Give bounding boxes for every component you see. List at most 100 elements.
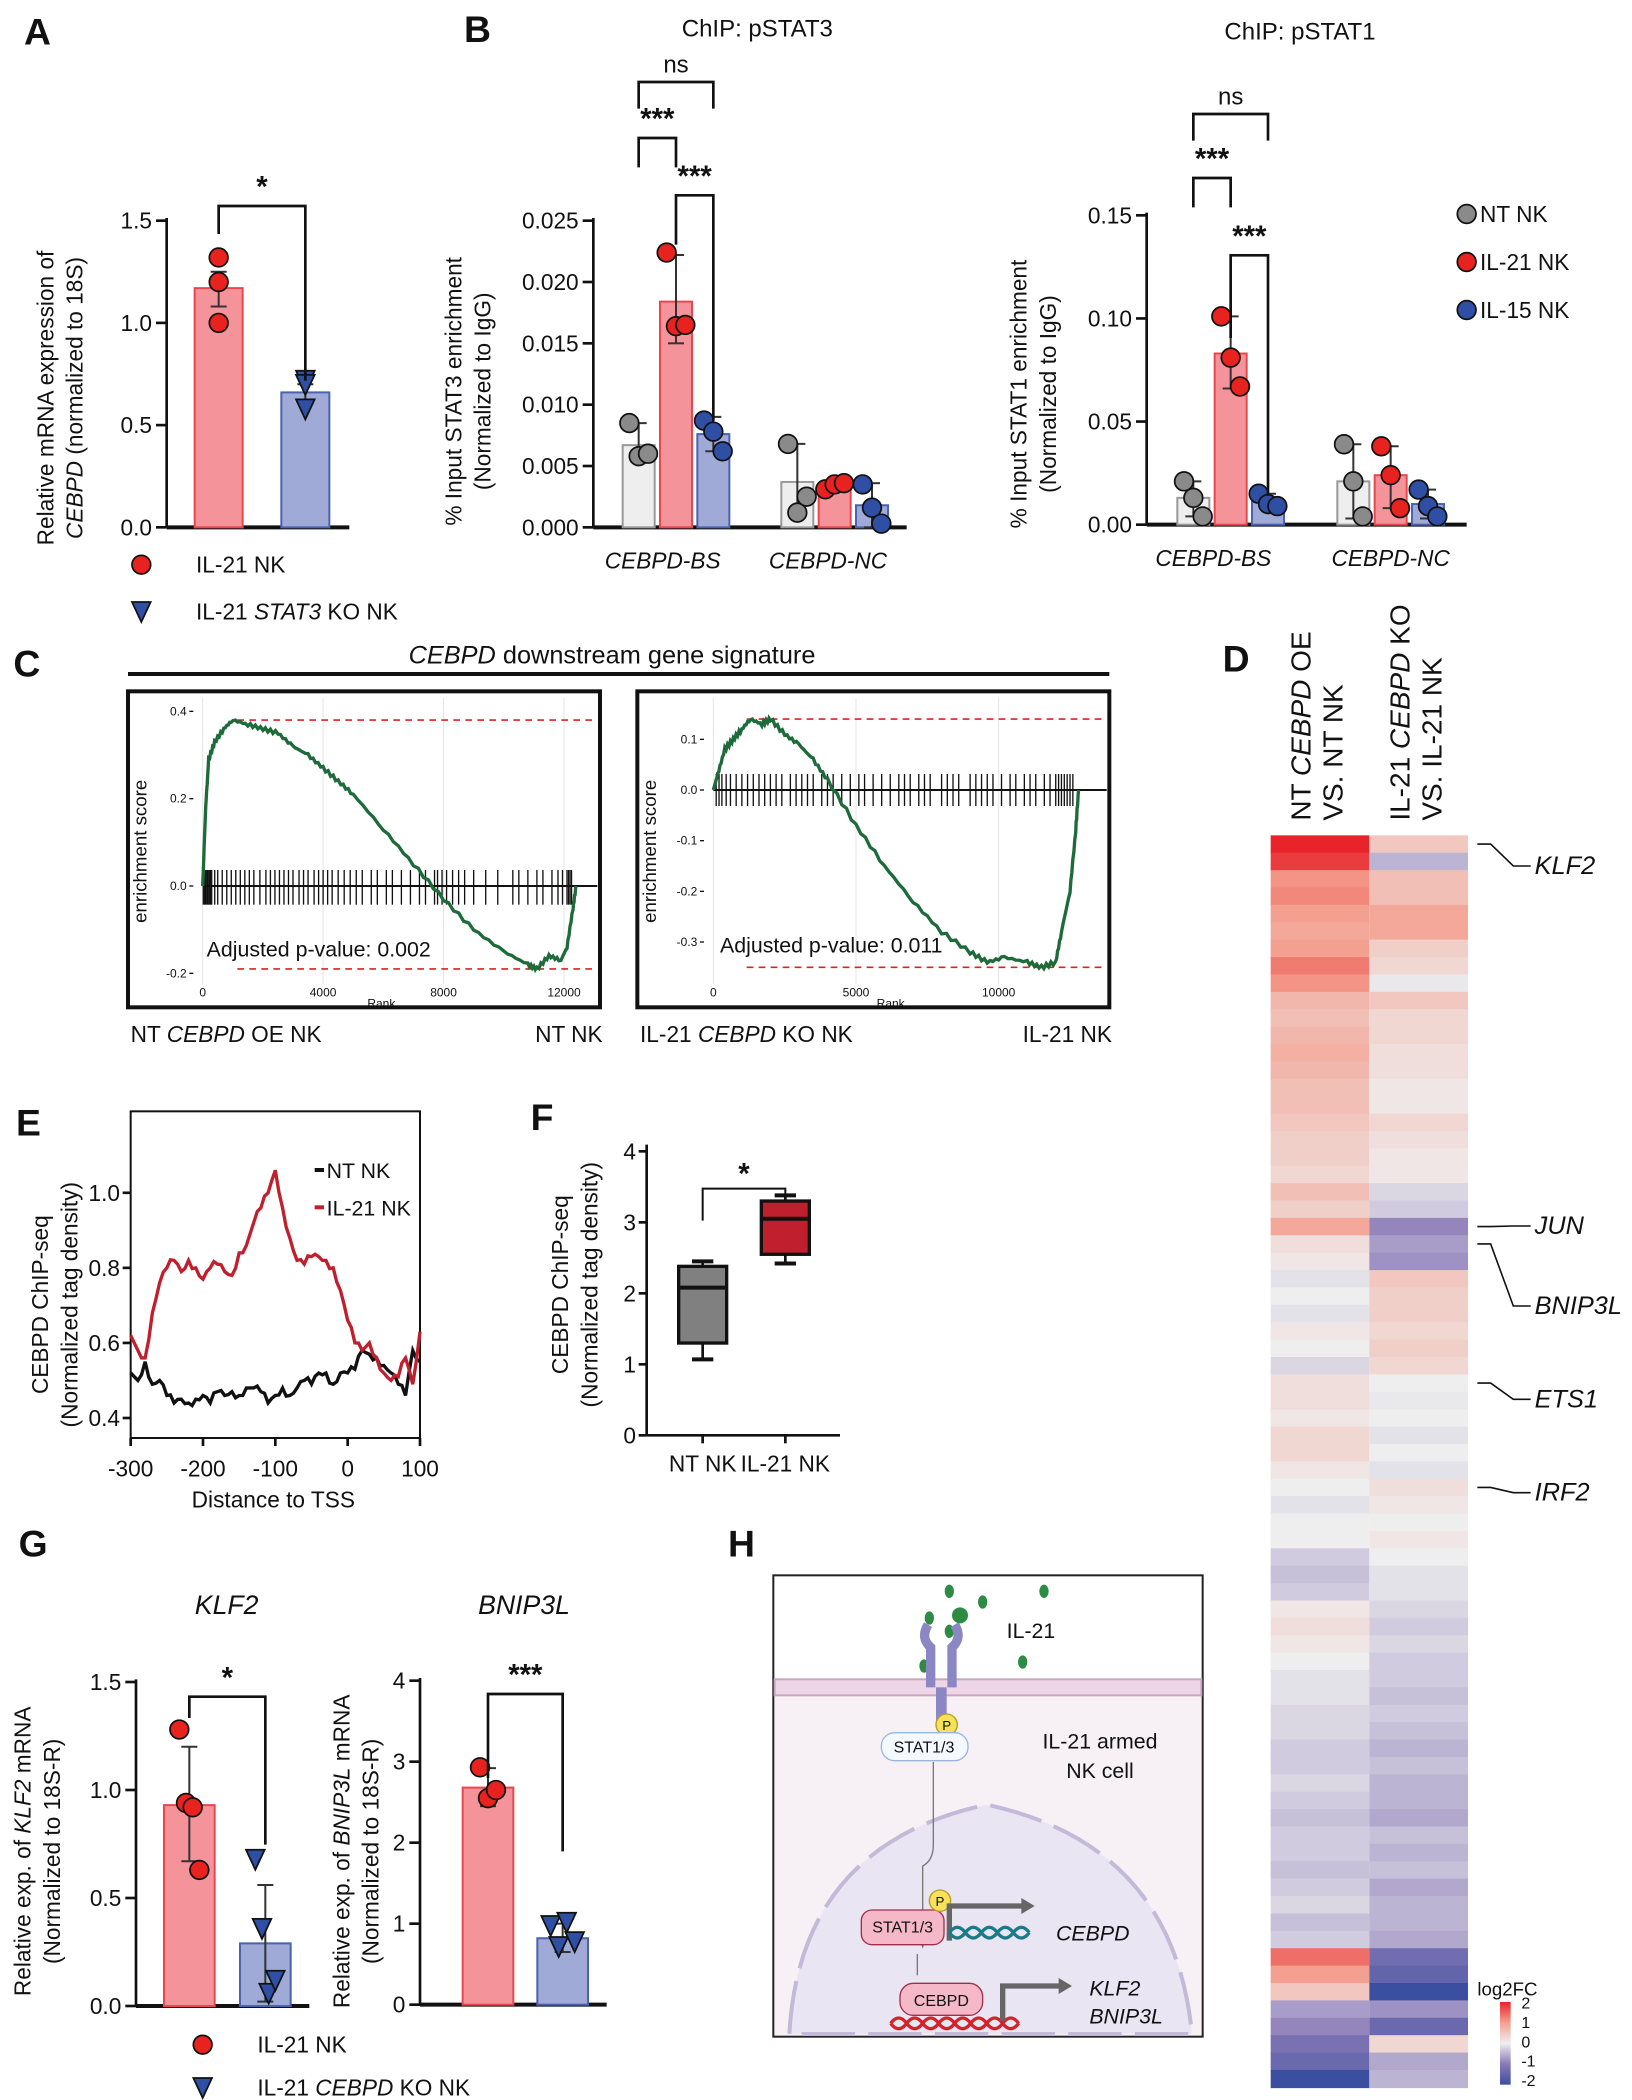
y-tick-label: 0.05 [1088,409,1132,435]
heatmap-cell [1369,1044,1468,1063]
y-axis-label-part: (Normalized to 18S-R) [358,1739,384,1964]
stat-label: STAT1/3 [894,1740,955,1757]
y-axis-label-part: (Normalized to IgG) [470,292,496,490]
data-point [777,433,799,455]
gene-label: JUN [1534,1212,1585,1240]
heatmap-cell [1270,1183,1370,1202]
data-point [1352,506,1373,527]
y-axis-label: (Normalized tag density) [56,1182,82,1428]
heatmap-cell [1369,1774,1468,1793]
heatmap-cell [1270,1374,1370,1393]
heatmap-cell [1369,1878,1468,1897]
y-tick-label: 1.5 [90,1669,122,1695]
x-tick-label: -100 [253,1456,298,1482]
significance-bracket [188,1695,267,1845]
heatmap-cell [1270,1044,1370,1063]
heatmap-cell [1270,1635,1370,1654]
legend-label: IL-21 STAT3 KO NK [196,598,398,624]
heatmap-cell [1369,1756,1468,1776]
heatmap-column-header-part: VS. NT NK [1318,684,1349,821]
data-point [1192,506,1213,527]
arrow-head [1058,1978,1072,1994]
y-axis-label-part: mRNA [10,1706,36,1780]
y-tick-label: 4 [623,1138,636,1164]
heatmap-cell [1369,1217,1468,1237]
heatmap-cell [1270,1078,1370,1097]
legend-label: IL-15 NK [1480,297,1569,323]
target-gene-label: KLF2 [1089,1976,1140,2000]
group-label: CEBPD-NC [769,548,888,574]
heatmap-cell [1270,1165,1370,1184]
heatmap-cell [1270,2035,1370,2054]
legend-label-part: STAT3 [254,598,322,624]
y-axis-label-part: CEBPD [62,461,88,539]
heatmap-cell [1270,887,1370,906]
heatmap-cell [1270,1652,1370,1671]
y-tick-label: 0.5 [90,1885,122,1911]
heatmap-cell [1369,1026,1468,1045]
heatmap-cell [1270,870,1370,889]
heatmap-cell [1270,957,1370,976]
phospho-label: P [936,1894,945,1909]
phenotype-left-label-part: CEBPD [698,1021,776,1047]
gsea-plot-frame [126,689,602,1010]
data-point [182,1797,203,1818]
phenotype-left-label: NT CEBPD OE NK [131,1021,322,1047]
heatmap-cell [1369,2035,1468,2054]
heatmap-cell [1270,1756,1370,1776]
gene-label: IRF2 [1535,1479,1590,1507]
heatmap-cell [1270,1304,1370,1324]
heatmap-cell [1270,852,1370,871]
phospho-label: P [942,1718,951,1733]
x-tick-label: 8000 [430,986,457,1000]
heatmap-column-header: IL-21 CEBPD KO [1384,604,1415,820]
heatmap-cell [1270,1791,1370,1810]
y-tick-label: -0.2 [166,966,187,980]
heatmap-cell [1369,887,1468,906]
heatmap-cell [1270,1617,1370,1637]
x-tick-label: 100 [401,1456,439,1482]
data-point [833,472,855,494]
heatmap-cell [1369,835,1468,854]
il21-molecule-icon [944,1584,954,1598]
heatmap-cell [1369,1965,1468,1984]
x-tick-label: 0 [710,986,717,1000]
heatmap-cell [1369,1357,1468,1376]
heatmap-cell [1369,1983,1468,2002]
y-axis-label-part: % Input STAT3 enrichment [440,256,466,525]
heatmap-cell [1369,1287,1468,1306]
chart-title: ChIP: pSTAT1 [1224,18,1375,45]
heatmap-cell [1270,1217,1370,1237]
heatmap-cell [1369,1948,1468,1967]
x-tick-label: 0 [341,1456,354,1482]
y-axis-label-part: CEBPD ChIP-seq [27,1215,53,1394]
heatmap-column-header-part: NT [1286,776,1317,821]
heatmap-cell [1369,1600,1468,1619]
y-axis-label-part: % Input STAT1 enrichment [1006,259,1032,528]
receptor-icon [919,1622,963,1688]
heatmap-cell [1270,1130,1370,1150]
heatmap-cell [1270,991,1370,1011]
heatmap-cell [1270,1583,1370,1602]
data-point [563,1931,586,1955]
panel-letter: F [531,1096,554,1138]
x-tick-label: -200 [180,1456,225,1482]
chart-title-part: BNIP3L [478,1590,570,1620]
legend-label-part: KO NK [393,2074,470,2100]
heatmap-cell [1270,1722,1370,1741]
heatmap-cell [1369,1826,1468,1845]
phenotype-left-label: IL-21 CEBPD KO NK [640,1021,853,1047]
legend-label-part: IL-21 [196,598,254,624]
p-value-label: Adjusted p-value: 0.011 [720,934,943,958]
heatmap-cell [1369,1235,1468,1254]
heatmap-cell [1369,870,1468,889]
heatmap-column-header-part: OE [1286,631,1317,679]
heatmap-cell [1270,1026,1370,1045]
heatmap-cell [1270,1339,1370,1358]
legend-label-part: CEBPD [315,2074,393,2100]
heatmap-cell [1369,1339,1468,1358]
box [677,1264,729,1345]
heatmap-cell [1270,1774,1370,1793]
heatmap-cell [1369,1513,1468,1532]
y-tick-label: 0.5 [121,412,153,438]
